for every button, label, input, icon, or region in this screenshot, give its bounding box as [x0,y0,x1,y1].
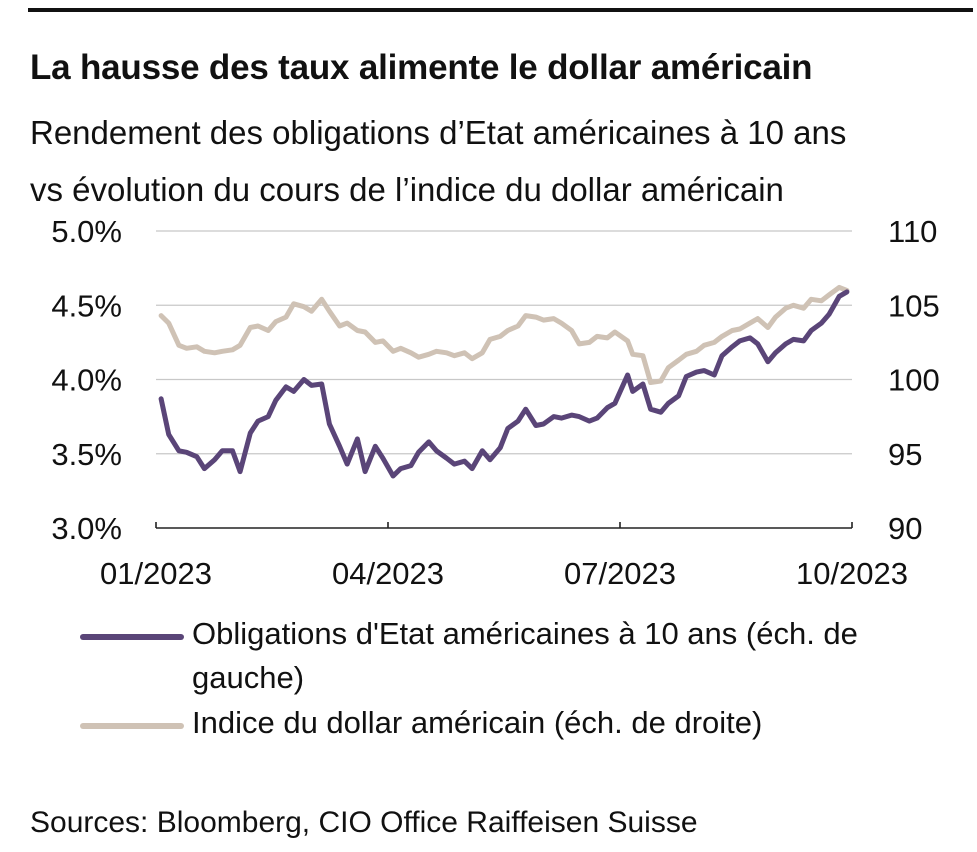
chart-subtitle: Rendement des obligations d’Etat américa… [30,104,846,218]
chart-title: La hausse des taux alimente le dollar am… [30,48,813,87]
legend-label-yield: Obligations d'Etat américaines à 10 ans … [192,616,858,695]
x-tick-label: 07/2023 [564,556,676,591]
legend-item-yield: Obligations d'Etat américaines à 10 ans … [80,612,922,700]
source-note: Sources: Bloomberg, CIO Office Raiffeise… [30,806,698,839]
left-tick-label: 4.0% [51,363,122,398]
legend-swatch-dollar [80,723,184,729]
subtitle-line-2: vs évolution du cours de l’indice du dol… [30,171,784,208]
legend-item-dollar: Indice du dollar américain (éch. de droi… [80,701,922,745]
subtitle-line-1: Rendement des obligations d’Etat américa… [30,114,847,151]
right-tick-label: 100 [888,363,940,398]
legend-label-dollar: Indice du dollar américain (éch. de droi… [192,705,763,740]
x-axis: 01/2023 04/2023 07/2023 10/2023 [100,522,908,591]
x-tick-label: 10/2023 [796,556,908,591]
series-line-dollar [158,284,850,385]
gridlines [156,230,852,455]
right-axis-ticks: 90 95 100 105 110 [888,214,940,546]
left-tick-label: 3.0% [51,511,122,546]
legend-swatch-yield [80,634,184,640]
left-axis-ticks: 3.0% 3.5% 4.0% 4.5% 5.0% [51,214,122,546]
x-tick-label: 04/2023 [332,556,444,591]
right-tick-label: 95 [888,437,922,472]
dual-axis-line-chart: 3.0% 3.5% 4.0% 4.5% 5.0% 90 95 100 105 110 01/20… [51,214,940,591]
series-line-yield [158,289,850,479]
left-tick-label: 3.5% [51,437,122,472]
left-tick-label: 5.0% [51,214,122,249]
x-tick-label: 01/2023 [100,556,212,591]
top-rule [28,8,973,12]
right-tick-label: 90 [888,511,922,546]
right-tick-label: 110 [888,214,937,249]
left-tick-label: 4.5% [51,288,122,323]
right-tick-label: 105 [888,288,940,323]
series-lines [158,284,850,479]
